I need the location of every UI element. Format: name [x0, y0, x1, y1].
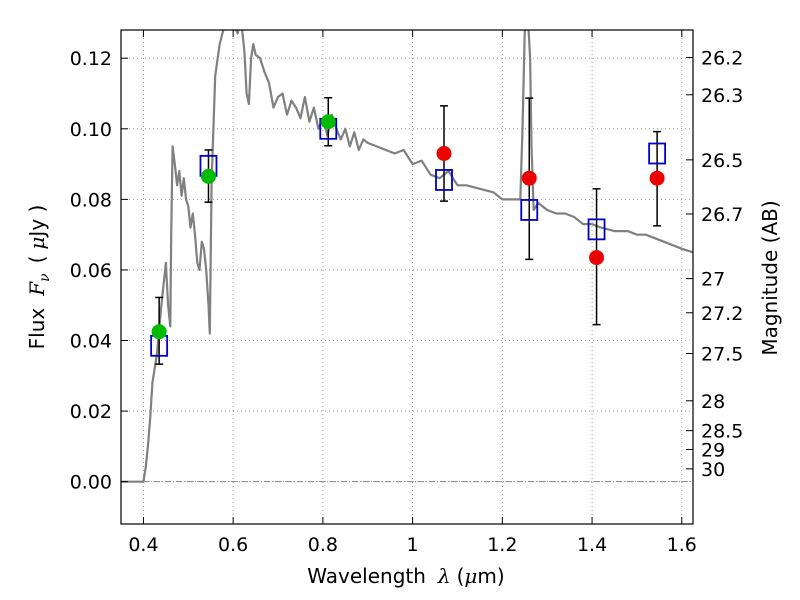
- x-tick-label: 1.2: [487, 534, 517, 556]
- red-data-point: [436, 146, 452, 161]
- model-photometry-square: [520, 199, 539, 221]
- mag-tick-label: 26.3: [701, 85, 743, 107]
- x-axis-label-symbol: λ: [437, 564, 451, 588]
- model-photometry-square: [587, 218, 606, 241]
- mag-tick-label: 26.5: [701, 150, 743, 172]
- red-data-point: [589, 250, 605, 266]
- x-axis-label: Wavelength λ (μm): [307, 564, 504, 588]
- x-tick-label: 0.8: [308, 534, 338, 556]
- y-axis-label-unit-mu: μ: [25, 237, 49, 250]
- y-axis-label-text: Flux: [25, 308, 49, 350]
- x-axis-label-unit-rest: m): [477, 564, 504, 588]
- mag-tick-label: 26.7: [701, 204, 743, 226]
- x-tick-label: 1.4: [577, 534, 607, 556]
- green-data-point: [200, 168, 216, 184]
- y-tick-label: 0.12: [70, 48, 112, 70]
- y2-axis-label: Magnitude (AB): [758, 200, 782, 355]
- y-axis-label-subscript: ν: [37, 273, 53, 282]
- x-tick-label: 0.6: [218, 534, 248, 556]
- y-tick-label: 0.00: [70, 472, 112, 494]
- plot-frame: [120, 29, 694, 525]
- x-axis-label-unit-open: (: [457, 564, 465, 588]
- y-tick-label: 0.06: [70, 260, 112, 282]
- x-tick-label: 1: [407, 534, 419, 556]
- marker-layer: [150, 114, 667, 357]
- y-tick-label: 0.08: [70, 189, 112, 211]
- red-data-point: [521, 170, 537, 186]
- mag-tick-label: 30: [701, 459, 725, 481]
- axis-ticks: 0.4 0.6 0.8 1 1.2 1.4 1.6 0.00 0.02 0.04 0.06 0.08 0…: [70, 30, 743, 556]
- mag-tick-label: 27: [701, 269, 725, 291]
- y-axis-label-unit-rest: Jy ): [25, 205, 49, 239]
- mag-tick-label: 26.2: [701, 47, 743, 69]
- mag-tick-label: 29: [701, 439, 725, 461]
- y-tick-label: 0.04: [70, 331, 112, 353]
- mag-tick-label: 27.5: [701, 344, 743, 366]
- y-axis-label-unit-open: (: [25, 256, 49, 264]
- green-data-point: [320, 114, 336, 130]
- mag-tick-label: 27.2: [701, 303, 743, 325]
- y-tick-label: 0.10: [70, 119, 112, 141]
- x-axis-label-unit-mu: μ: [464, 564, 477, 588]
- x-axis-label-text: Wavelength: [307, 564, 426, 588]
- y-tick-label: 0.02: [70, 401, 112, 423]
- mag-tick-label: 28.5: [701, 421, 743, 443]
- model-photometry-square: [435, 169, 453, 191]
- mag-tick-label: 28: [701, 391, 725, 413]
- x-tick-label: 1.6: [667, 534, 697, 556]
- model-spectrum-layer: [121, 30, 693, 483]
- y-axis-label: Flux Fν ( μJy ): [25, 205, 53, 350]
- model-photometry-square: [648, 142, 667, 165]
- y-axis-label-symbol: F: [25, 281, 49, 297]
- red-data-point: [649, 170, 665, 186]
- model-spectrum-line: [121, 30, 693, 483]
- green-data-point: [151, 324, 167, 340]
- x-tick-label: 0.4: [128, 534, 158, 556]
